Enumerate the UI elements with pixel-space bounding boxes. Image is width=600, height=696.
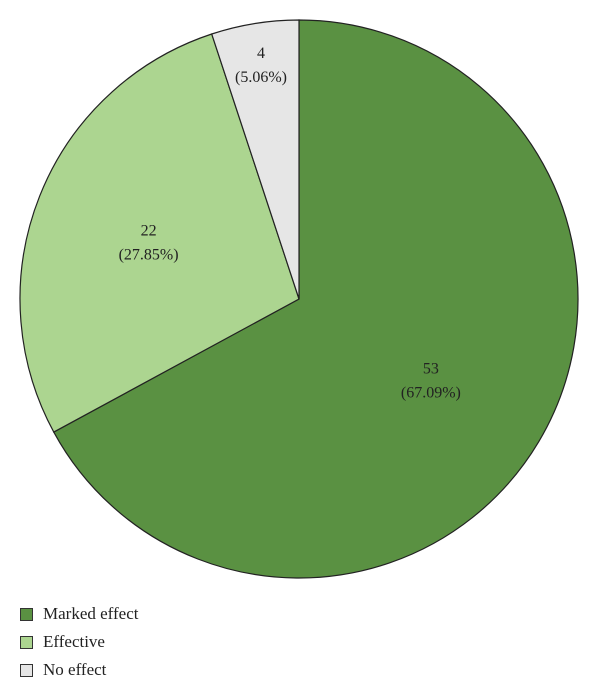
slice-value-marked-effect: 53 <box>423 360 439 377</box>
slice-value-effective: 22 <box>141 222 157 239</box>
slice-percent-marked-effect: (67.09%) <box>401 384 461 401</box>
legend-item-no-effect: No effect <box>20 656 139 684</box>
legend: Marked effect Effective No effect <box>20 600 139 684</box>
pie-chart: 53 (67.09%) 22 (27.85%) 4 (5.06%) <box>19 19 579 579</box>
slice-percent-effective: (27.85%) <box>119 246 179 263</box>
slice-marked-effect <box>52 19 579 579</box>
legend-swatch-no-effect <box>20 663 33 677</box>
slice-labels: 53 (67.09%) 22 (27.85%) 4 (5.06%) <box>119 45 461 401</box>
slice-percent-no-effect: (5.06%) <box>235 69 287 86</box>
slice-no-effect <box>210 19 300 300</box>
legend-swatch-marked-effect <box>20 607 33 621</box>
legend-item-marked-effect: Marked effect <box>20 600 139 628</box>
legend-item-effective: Effective <box>20 628 139 656</box>
slice-effective <box>19 33 300 433</box>
legend-label-effective: Effective <box>43 632 105 651</box>
legend-swatch-effective <box>20 635 33 649</box>
legend-label-marked-effect: Marked effect <box>43 604 139 623</box>
slice-value-no-effect: 4 <box>257 45 265 62</box>
pie-slices <box>19 19 579 579</box>
legend-label-no-effect: No effect <box>43 660 107 679</box>
